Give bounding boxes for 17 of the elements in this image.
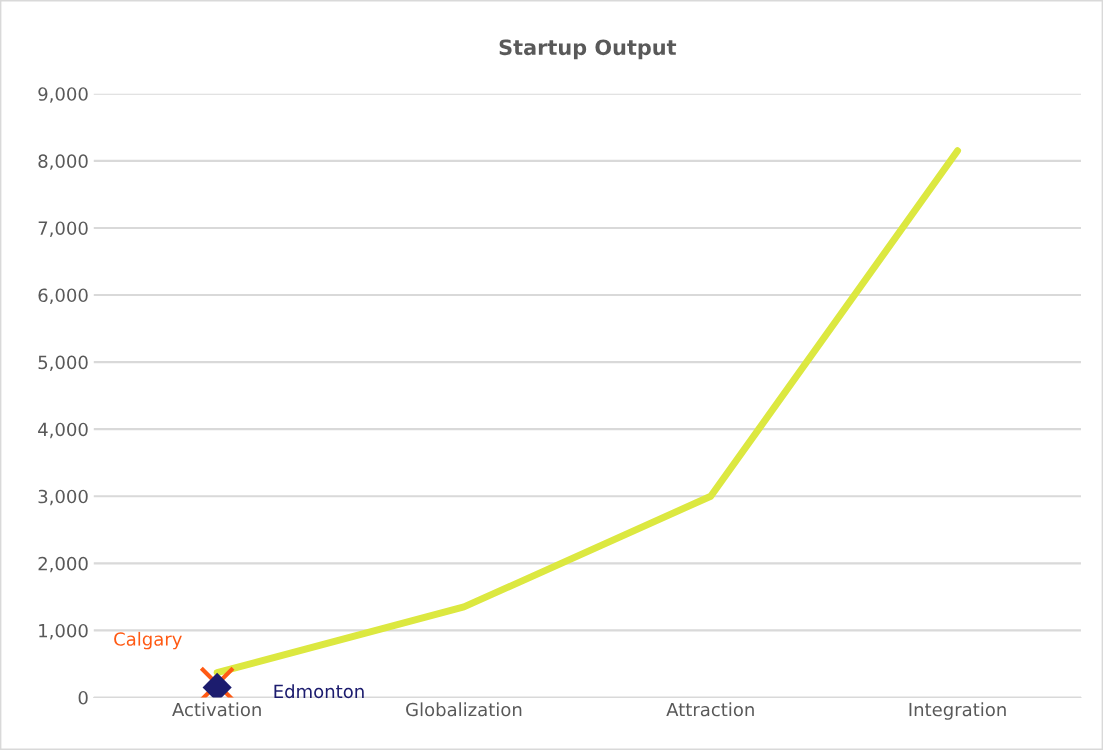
y-tick-label: 3,000 xyxy=(38,489,88,506)
x-tick-label: Globalization xyxy=(406,702,522,717)
y-tick-label: 2,000 xyxy=(38,556,88,573)
chart-title: Startup Output xyxy=(499,39,677,60)
x-tick-label: Integration xyxy=(909,702,1006,720)
x-tick-label: Attraction xyxy=(666,702,754,717)
y-tick-label: 0 xyxy=(78,690,88,705)
y-tick-label: 5,000 xyxy=(38,355,88,372)
y-tick-label: 4,000 xyxy=(38,422,88,439)
y-tick-label: 8,000 xyxy=(38,154,88,170)
y-tick-label: 9,000 xyxy=(38,87,88,103)
text: Calgary xyxy=(114,631,182,650)
text: Edmonton xyxy=(274,684,364,699)
y-tick-label: 6,000 xyxy=(38,288,88,304)
y-tick-label: 7,000 xyxy=(38,221,88,237)
x-tick-label: Activation xyxy=(172,702,261,717)
y-tick-label: 1,000 xyxy=(39,623,88,640)
